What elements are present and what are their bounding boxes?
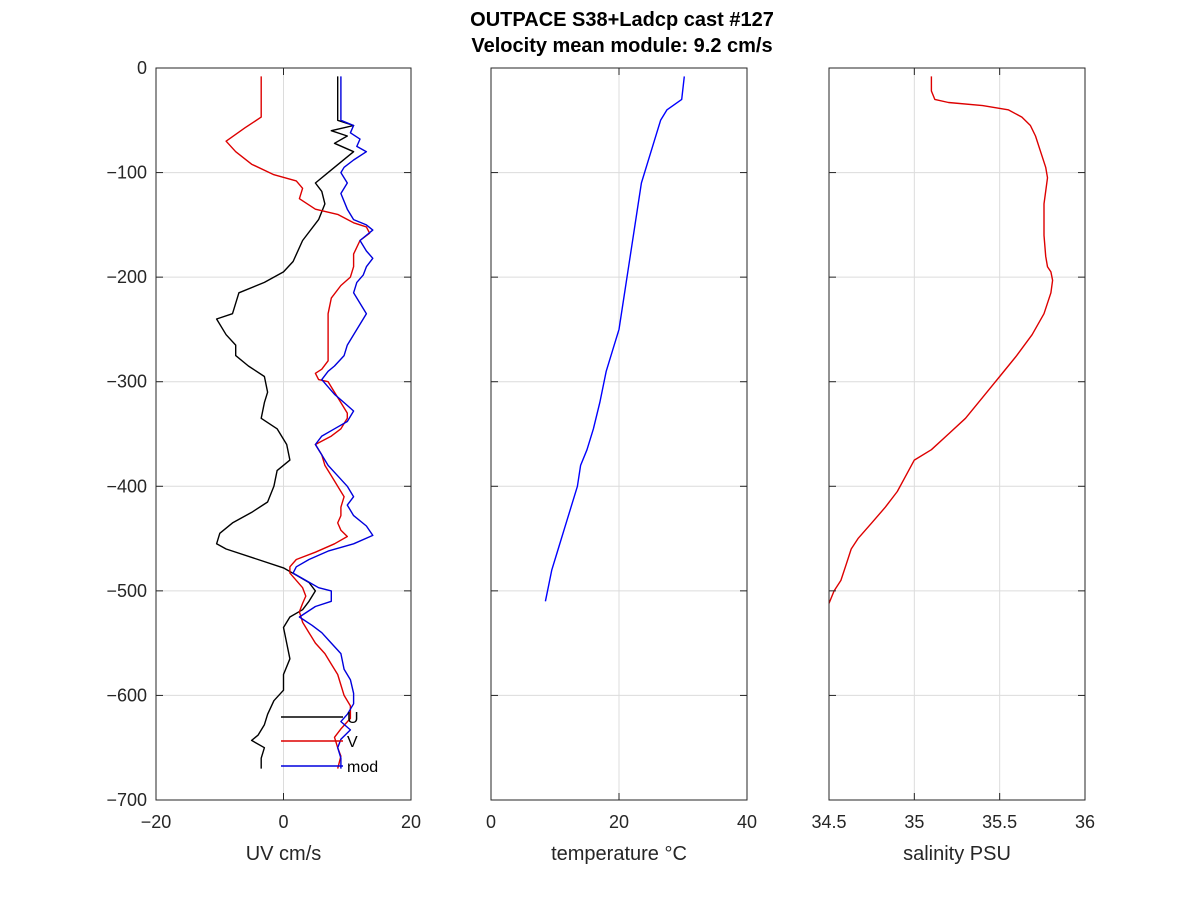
uv-series-v-line — [225, 76, 371, 769]
uv-y-tick-label: 0 — [137, 58, 147, 78]
temperature-x-tick-label: 40 — [737, 812, 757, 832]
legend-label-v: V — [347, 734, 358, 751]
uv-y-tick-label: −700 — [106, 790, 147, 810]
figure-title-line1: OUTPACE S38+Ladcp cast #127 — [470, 9, 774, 31]
salinity-axes-box — [828, 67, 1086, 801]
uv-y-tick-label: −100 — [106, 163, 147, 183]
salinity-x-tick-label: 34.5 — [811, 812, 846, 832]
uv-y-tick-label: −300 — [106, 372, 147, 392]
figure-title-line2: Velocity mean module: 9.2 cm/s — [471, 35, 772, 57]
uv-x-tick-label: 20 — [401, 812, 421, 832]
uv-series-mod-line — [292, 76, 374, 769]
legend-label-mod: mod — [347, 759, 378, 776]
uv-series-u-line — [215, 76, 355, 769]
uv-x-tick-label: −20 — [141, 812, 172, 832]
temperature-series-profile-line — [544, 76, 685, 602]
uv-y-tick-label: −600 — [106, 685, 147, 705]
uv-x-tick-label: 0 — [278, 812, 288, 832]
temperature-x-tick-label: 0 — [486, 812, 496, 832]
legend-label-u: U — [347, 710, 359, 727]
salinity-x-tick-label: 35.5 — [982, 812, 1017, 832]
temperature-panel: 0 20 40 temperature °C — [486, 67, 757, 865]
temperature-x-axis-label: temperature °C — [551, 843, 687, 865]
salinity-panel: 34.5 35 35.5 36 salinity PSU — [811, 67, 1095, 865]
temperature-x-tick-label: 20 — [609, 812, 629, 832]
salinity-x-tick-label: 36 — [1075, 812, 1095, 832]
uv-y-tick-label: −400 — [106, 476, 147, 496]
uv-x-axis-label: UV cm/s — [246, 843, 322, 865]
salinity-x-axis-label: salinity PSU — [903, 843, 1011, 865]
uv-y-tick-label: −200 — [106, 267, 147, 287]
uv-y-tick-label: −500 — [106, 581, 147, 601]
salinity-x-tick-label: 35 — [904, 812, 924, 832]
salinity-series-profile-line — [828, 76, 1054, 604]
